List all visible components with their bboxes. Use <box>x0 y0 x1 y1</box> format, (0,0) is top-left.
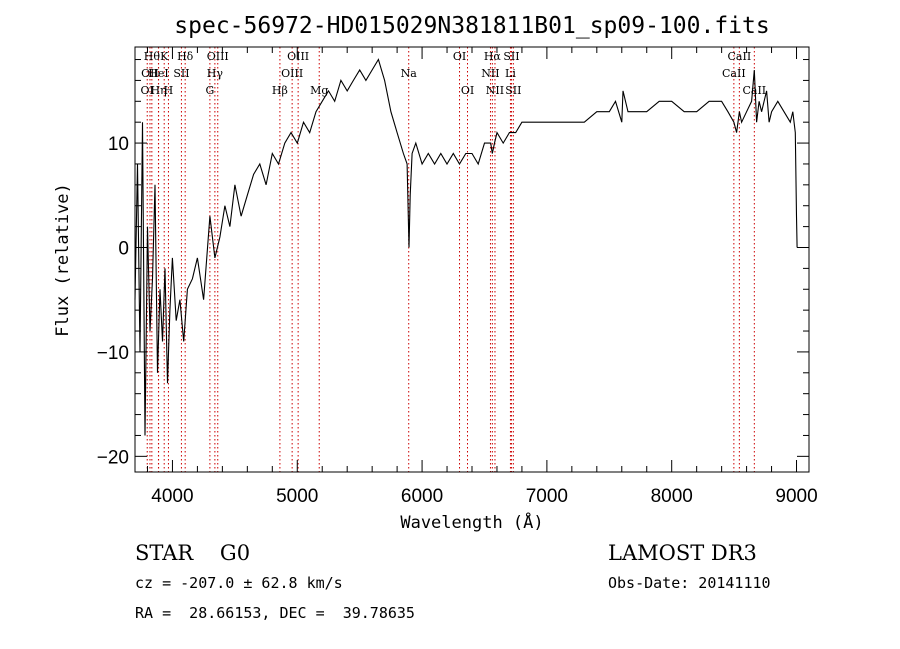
survey-name: LAMOST DR3 <box>608 541 757 565</box>
observation-date: Obs-Date: 20141110 <box>608 574 771 592</box>
y-tick-label-2: 0 <box>118 238 129 259</box>
line-label-5: K <box>160 50 169 63</box>
line-label-15: Mg <box>310 84 328 97</box>
x-tick-label-1: 5000 <box>276 486 318 507</box>
line-label-8: Hδ <box>177 50 194 63</box>
y-tick-label-1: −10 <box>97 343 129 364</box>
spectral-line-markers <box>146 47 755 472</box>
x-axis-label: Wavelength (Å) <box>400 511 543 533</box>
x-tick-label-3: 7000 <box>526 486 568 507</box>
line-label-6: H <box>164 84 174 97</box>
line-label-7: SII <box>173 67 189 80</box>
spectrum-series-line <box>134 58 798 436</box>
line-label-13: OIII <box>281 67 303 80</box>
line-label-4: HeI <box>148 67 168 80</box>
line-label-14: OIII <box>287 50 309 63</box>
line-label-20: Hα <box>484 50 502 63</box>
line-label-1: Hθ <box>144 50 161 63</box>
line-label-2: OII <box>141 67 159 80</box>
line-label-10: Hγ <box>207 67 224 80</box>
line-label-21: NII <box>486 84 504 97</box>
y-tick-label-0: −20 <box>97 447 129 468</box>
x-tick-label-4: 8000 <box>651 486 693 507</box>
y-tick-label-3: 10 <box>108 134 129 155</box>
line-label-26: CaII <box>728 50 752 63</box>
redshift-cz: cz = -207.0 ± 62.8 km/s <box>135 574 343 592</box>
line-label-11: OIII <box>207 50 229 63</box>
y-axis: −20 −10 0 10 <box>97 59 809 468</box>
chart-title: spec-56972-HD015029N381811B01_sp09-100.f… <box>174 13 769 39</box>
spectral-line-labels: OI Hθ OII Hη HeI K H SII Hδ G Hγ OIII Hβ OIII OIII Mg Na… <box>141 50 767 97</box>
line-label-0: OI <box>141 84 154 97</box>
line-label-12: Hβ <box>272 84 288 97</box>
line-label-24: SII <box>505 84 521 97</box>
line-label-18: OI <box>461 84 474 97</box>
line-label-27: CaII <box>742 84 766 97</box>
line-label-19: NII <box>481 67 499 80</box>
line-label-16: Na <box>401 67 418 80</box>
line-label-22: Li <box>505 67 516 80</box>
x-tick-label-2: 6000 <box>401 486 443 507</box>
plot-frame <box>134 46 810 473</box>
ra-dec: RA = 28.66153, DEC = 39.78635 <box>135 604 415 622</box>
line-label-25: CaII <box>722 67 746 80</box>
line-label-3: Hη <box>150 84 166 97</box>
x-tick-label-5: 9000 <box>775 486 817 507</box>
line-label-17: OI <box>453 50 466 63</box>
x-tick-label-0: 4000 <box>151 486 193 507</box>
x-axis: 4000 5000 6000 7000 8000 9000 <box>146 47 818 507</box>
y-axis-label: Flux (relative) <box>53 183 73 337</box>
object-class: STAR G0 <box>135 541 251 565</box>
line-label-9: G <box>205 84 214 97</box>
line-label-23: SII <box>503 50 519 63</box>
